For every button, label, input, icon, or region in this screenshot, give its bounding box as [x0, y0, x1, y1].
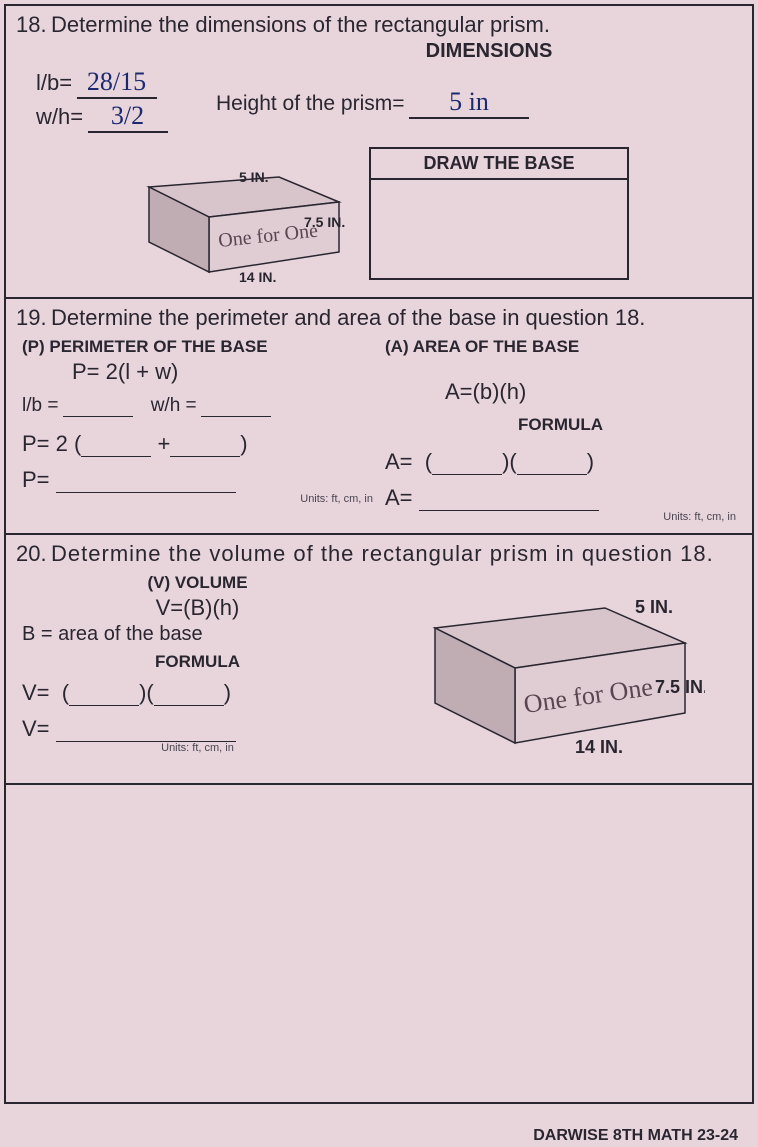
formula-label-20: FORMULA	[22, 652, 373, 672]
area-formula: A=(b)(h)	[445, 379, 736, 405]
close-paren-a: )	[587, 449, 594, 474]
formula-label-19: FORMULA	[385, 415, 736, 435]
p-blank-a[interactable]	[81, 439, 151, 457]
units-20: Units: ft, cm, in	[22, 742, 373, 754]
perimeter-title: (P) PERIMETER OF THE BASE	[22, 337, 373, 357]
question-18: 18. Determine the dimensions of the rect…	[6, 6, 752, 299]
prism-column-20: 5 IN. 7.5 IN. 14 IN. One for One	[379, 573, 742, 773]
draw-base-title: DRAW THE BASE	[369, 147, 629, 180]
v-result-label: V=	[22, 716, 50, 741]
a-result-label: A=	[385, 485, 413, 510]
worksheet-page: 18. Determine the dimensions of the rect…	[4, 4, 754, 1104]
q20-text: Determine the volume of the rectangular …	[51, 541, 714, 566]
open-paren-a: (	[425, 449, 432, 474]
page-footer: DARWISE 8TH MATH 23-24	[533, 1127, 738, 1145]
open-paren-v: (	[62, 680, 69, 705]
q19-number: 19.	[16, 305, 47, 330]
q20-number: 20.	[16, 541, 47, 566]
lb-label: l/b=	[36, 70, 72, 95]
v-result-blank[interactable]	[56, 724, 236, 742]
p-blank-b[interactable]	[170, 439, 240, 457]
box-front-dim: 14 IN.	[239, 269, 276, 285]
p-eq-prefix: P= 2 (	[22, 431, 81, 456]
area-title: (A) AREA OF THE BASE	[385, 337, 736, 357]
lb-label-19: l/b =	[22, 395, 58, 416]
a-eq-prefix: A=	[385, 449, 413, 474]
box-top-dim: 5 IN.	[239, 169, 269, 185]
v-blank-b[interactable]	[154, 688, 224, 706]
box-front-dim-20: 14 IN.	[575, 737, 623, 757]
a-result-blank[interactable]	[419, 493, 599, 511]
volume-column: (V) VOLUME V=(B)(h) B = area of the base…	[16, 573, 379, 773]
lb-blank-19[interactable]	[63, 399, 133, 417]
wh-value[interactable]: 3/2	[88, 101, 168, 133]
draw-base-box: DRAW THE BASE	[369, 147, 629, 280]
question-19: 19. Determine the perimeter and area of …	[6, 299, 752, 535]
volume-title: (V) VOLUME	[22, 573, 373, 593]
p-result-label: P=	[22, 467, 50, 492]
b-definition: B = area of the base	[22, 623, 373, 646]
wh-label-19: w/h =	[151, 395, 197, 416]
lb-value[interactable]: 28/15	[77, 67, 157, 99]
prism-diagram-20: 5 IN. 7.5 IN. 14 IN. One for One	[405, 573, 705, 773]
perimeter-column: (P) PERIMETER OF THE BASE P= 2(l + w) l/…	[16, 337, 379, 523]
a-blank-b[interactable]	[517, 457, 587, 475]
q18-text: Determine the dimensions of the rectangu…	[51, 12, 550, 37]
box-top-dim-20: 5 IN.	[635, 597, 673, 617]
v-blank-a[interactable]	[69, 688, 139, 706]
height-label: Height of the prism=	[216, 92, 405, 115]
mid-paren-v: )(	[139, 680, 154, 705]
close-paren-v: )	[224, 680, 231, 705]
q18-number: 18.	[16, 12, 47, 37]
wh-label: w/h=	[36, 104, 83, 129]
volume-formula: V=(B)(h)	[22, 595, 373, 621]
a-blank-a[interactable]	[432, 457, 502, 475]
wh-blank-19[interactable]	[201, 399, 271, 417]
v-eq-prefix: V=	[22, 680, 50, 705]
units-right: Units: ft, cm, in	[385, 511, 736, 523]
dimensions-heading: DIMENSIONS	[236, 40, 742, 63]
close-paren: )	[240, 431, 247, 456]
area-column: (A) AREA OF THE BASE A=(b)(h) FORMULA A=…	[379, 337, 742, 523]
height-value[interactable]: 5 in	[409, 87, 529, 119]
plus-sign: +	[157, 431, 170, 456]
p-result-blank[interactable]	[56, 475, 236, 493]
perimeter-formula: P= 2(l + w)	[72, 359, 373, 385]
mid-paren-a: )(	[502, 449, 517, 474]
draw-base-area[interactable]	[369, 180, 629, 280]
q19-text: Determine the perimeter and area of the …	[51, 305, 645, 330]
box-side-dim-20: 7.5 IN.	[655, 677, 705, 697]
prism-diagram-18: 5 IN. 7.5 IN. 14 IN. One for One	[129, 147, 349, 287]
question-20: 20. Determine the volume of the rectangu…	[6, 535, 752, 785]
units-left: Units: ft, cm, in	[22, 493, 373, 505]
